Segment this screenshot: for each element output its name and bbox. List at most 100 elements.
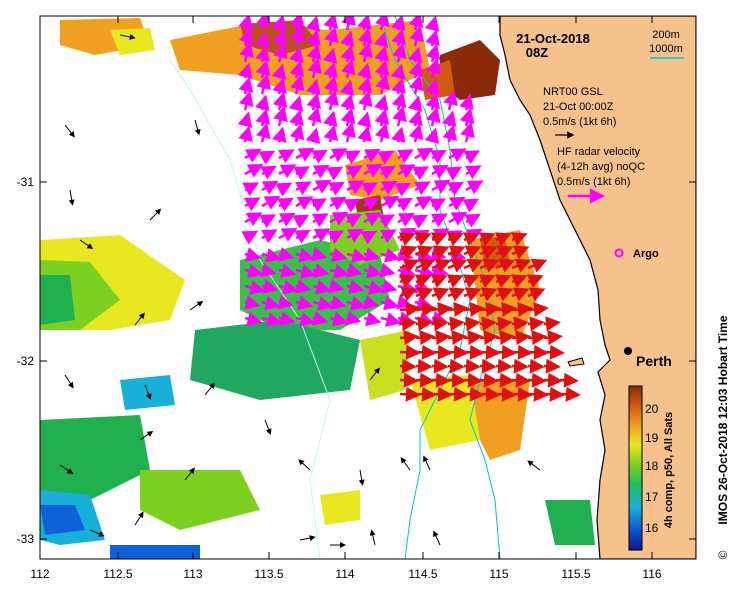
hf-vector <box>278 212 296 227</box>
hf-vector <box>244 263 264 279</box>
hf-vector-strong <box>479 301 501 317</box>
gsl-vector <box>144 384 152 400</box>
credit-text: IMOS 26-Oct-2018 12:03 Hobart Time <box>716 315 730 525</box>
hf-vector <box>360 230 378 245</box>
hf-vector <box>346 228 364 243</box>
hf-vector <box>329 196 347 211</box>
hf-vector-strong <box>399 245 418 260</box>
hf-vector <box>277 197 294 212</box>
sst-patch <box>40 505 85 535</box>
hf-vector-strong <box>527 316 545 332</box>
hf-vector <box>363 294 380 310</box>
hf-vector <box>312 296 334 311</box>
hf-vector <box>260 262 277 278</box>
hf-vector <box>431 164 449 179</box>
hf-vector-strong <box>495 245 514 260</box>
hf-vector-strong <box>478 274 496 289</box>
hf-vector-strong <box>398 232 416 247</box>
hf-vector-strong <box>463 258 484 273</box>
hf-vector <box>307 57 322 79</box>
hf-vector-strong <box>479 316 497 332</box>
hf-vector <box>341 121 356 143</box>
gsl-vector <box>149 208 162 221</box>
hf-vector <box>255 94 270 111</box>
hf-vector <box>392 105 407 127</box>
hf-vector-strong <box>527 372 547 388</box>
hf-vector <box>411 214 429 229</box>
hf-vector-strong <box>495 301 517 317</box>
hf-vector <box>329 295 347 310</box>
hf-vector <box>312 279 332 295</box>
hf-vector <box>375 16 390 31</box>
gsl-vector <box>184 467 195 481</box>
gsl-vector <box>79 239 94 250</box>
hf-vector-strong <box>527 287 546 302</box>
hf-vector-strong <box>415 344 437 360</box>
hf-vector <box>306 78 321 95</box>
hf-vector <box>256 16 271 31</box>
hf-vector-strong <box>479 386 501 402</box>
gsl-vector <box>189 300 204 311</box>
hf-vector-strong <box>462 274 480 289</box>
hf-vector <box>363 197 380 212</box>
hf-vector-strong <box>415 287 434 302</box>
hf-vector <box>375 73 390 95</box>
hf-vector <box>290 74 305 95</box>
perth-marker <box>624 347 632 355</box>
hf-vector-strong <box>526 274 544 289</box>
hf-vector <box>379 262 396 278</box>
hf-vector-strong <box>511 287 530 302</box>
hf-vector-strong <box>431 372 451 388</box>
hf-vector <box>363 212 382 227</box>
gsl-vector <box>433 530 441 546</box>
colorbar-tick: 18 <box>645 459 659 473</box>
sst-patch <box>360 330 410 400</box>
hf-vector <box>462 198 480 213</box>
hf-vector-strong <box>494 232 512 247</box>
hf-vector <box>275 182 293 197</box>
gsl-vector <box>64 374 74 389</box>
hf-vector <box>328 181 345 196</box>
hf-vector <box>343 198 361 213</box>
hf-vector <box>295 181 312 196</box>
hf-legend-title: HF radar velocity <box>557 146 641 158</box>
hf-vector-strong <box>431 287 450 302</box>
hf-vector <box>256 122 271 143</box>
hf-vector-strong <box>495 386 517 402</box>
hf-vector-strong <box>399 344 421 360</box>
hf-vector-strong <box>463 386 485 402</box>
x-tick-label: 115 <box>489 567 508 581</box>
sst-patch <box>320 490 360 525</box>
hf-vector <box>375 122 390 143</box>
hf-vector <box>447 181 464 196</box>
hf-vector <box>329 311 349 327</box>
hf-vector <box>261 295 281 311</box>
hf-vector-strong <box>447 245 466 260</box>
colorbar-tick: 20 <box>645 402 659 416</box>
hf-vector <box>448 196 466 211</box>
hf-vector <box>239 90 254 111</box>
y-tick-label: -31 <box>17 175 35 189</box>
hf-vector-strong <box>414 232 432 247</box>
hf-vector <box>258 150 276 165</box>
gsl-vector <box>119 34 136 40</box>
hf-vector <box>425 78 440 95</box>
hf-vector <box>380 229 397 244</box>
hf-vector-strong <box>414 274 432 289</box>
hf-vector-strong <box>463 301 485 317</box>
hf-vector <box>326 166 344 181</box>
hf-vector <box>278 263 297 279</box>
sst-patch <box>545 500 595 545</box>
hf-vector-strong <box>479 344 501 360</box>
hf-vector-strong <box>511 258 532 273</box>
hf-vector-strong <box>495 287 514 302</box>
hf-vector-strong <box>479 330 499 346</box>
hf-vector <box>356 111 372 128</box>
hf-vector-strong <box>430 232 448 247</box>
hf-vector-strong <box>494 274 512 289</box>
gsl-vector <box>299 535 316 541</box>
hf-vector-strong <box>462 232 480 247</box>
hf-vector <box>346 295 367 311</box>
hf-vector <box>238 62 253 79</box>
hf-vector-strong <box>431 386 453 402</box>
